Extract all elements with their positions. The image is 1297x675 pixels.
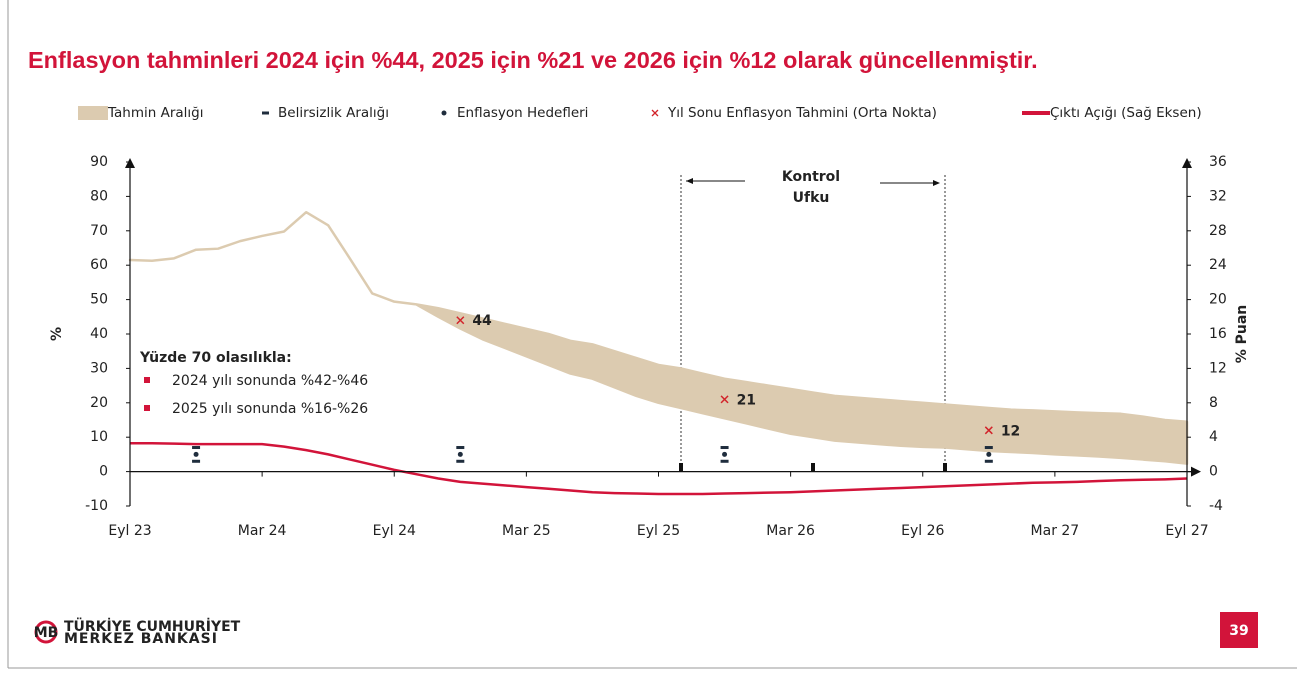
x-tick-label: Eyl 23 [108, 523, 151, 539]
legend-label: Tahmin Aralığı [107, 105, 203, 121]
uncertainty-bottom [192, 459, 201, 463]
y-tick-label: 70 [90, 223, 108, 239]
y-tick-label: 50 [90, 292, 108, 308]
y-tick-label: 10 [90, 429, 108, 445]
x-tick-label: Eyl 24 [373, 523, 416, 539]
logo-mark: MB [34, 625, 59, 641]
legend-label: Belirsizlik Aralığı [278, 105, 389, 121]
x-tick-label: Mar 26 [766, 523, 815, 539]
y2-tick-label: -4 [1209, 498, 1223, 514]
footer-logo: MB TÜRKİYE CUMHURİYET MERKEZ BANKASI [34, 617, 241, 647]
uncertainty-top [456, 446, 465, 450]
x-tick-label: Mar 25 [502, 523, 551, 539]
uncertainty-top [720, 446, 729, 450]
legend-label: Yıl Sonu Enflasyon Tahmini (Orta Nokta) [667, 105, 937, 121]
y-tick-label: 30 [90, 360, 108, 376]
target-dot [722, 451, 728, 457]
data-label: 12 [1001, 423, 1020, 439]
legend-swatch [78, 106, 108, 120]
output-gap-line [130, 441, 1188, 496]
forecast-point [456, 316, 465, 325]
forecast-point [720, 395, 729, 404]
uncertainty-bottom [456, 459, 465, 463]
horizon-arrow [686, 178, 693, 184]
box-item: 2024 yılı sonunda %42-%46 [172, 373, 368, 389]
y-tick-label: -10 [85, 498, 108, 514]
uncertainty-top [984, 446, 993, 450]
horizon-tick [943, 463, 947, 471]
legend-swatch [262, 111, 269, 115]
y2-tick-label: 4 [1209, 429, 1218, 445]
y-tick-label: 90 [90, 154, 108, 170]
y2-tick-label: 0 [1209, 464, 1218, 480]
y-tick-label: 0 [99, 464, 108, 480]
y2-tick-label: 8 [1209, 395, 1218, 411]
uncertainty-top [192, 446, 201, 450]
y-tick-label: 20 [90, 395, 108, 411]
y-axis-label: % [49, 327, 65, 341]
legend-label: Çıktı Açığı (Sağ Eksen) [1050, 105, 1202, 121]
target-dot [457, 451, 463, 457]
x-tick-label: Eyl 25 [637, 523, 680, 539]
horizon-tick [811, 463, 815, 471]
y-tick-label: 80 [90, 188, 108, 204]
legend-swatch [651, 109, 659, 117]
chart: Kontrol Ufku Yüzde 70 olasılıkla: 2024 y… [139, 169, 947, 471]
y2-tick-label: 36 [1209, 154, 1227, 170]
x-axis-arrow [1191, 466, 1201, 477]
y2-axis-label: % Puan [1234, 305, 1250, 364]
y2-tick-label: 20 [1209, 292, 1227, 308]
y2-tick-label: 16 [1209, 326, 1227, 342]
box-bullet [144, 377, 150, 383]
logo [34, 620, 58, 644]
legend-label: Enflasyon Hedefleri [457, 105, 588, 121]
horizon-label: Ufku [793, 190, 830, 206]
target-dot [986, 451, 992, 457]
page-number: 39 [1229, 623, 1248, 639]
data-label: 21 [737, 392, 756, 408]
y2-tick-label: 28 [1209, 223, 1227, 239]
x-tick-label: Mar 24 [238, 523, 287, 539]
legend-swatch [441, 110, 447, 116]
box-title: Yüzde 70 olasılıkla: [139, 350, 292, 366]
y2-tick-label: 24 [1209, 257, 1227, 273]
target-dot [193, 451, 199, 457]
forecast-point [984, 426, 993, 435]
y2-tick-label: 32 [1209, 188, 1227, 204]
x-tick-label: Eyl 27 [1165, 523, 1208, 539]
horizon-arrow [933, 180, 940, 186]
data-label: 44 [472, 313, 492, 329]
y-tick-label: 40 [90, 326, 108, 342]
slide-title: Enflasyon tahminleri 2024 için %44, 2025… [28, 47, 1038, 73]
org-name: TÜRKİYE CUMHURİYET [64, 617, 241, 635]
y2-axis-arrow [1182, 158, 1192, 168]
y-axis-arrow [125, 158, 135, 168]
horizon-label: Kontrol [782, 169, 840, 185]
org-name: MERKEZ BANKASI [64, 631, 218, 647]
uncertainty-bottom [720, 459, 729, 463]
x-tick-label: Mar 27 [1031, 523, 1080, 539]
forecast-band [128, 210, 1189, 465]
x-tick-label: Eyl 26 [901, 523, 944, 539]
y2-tick-label: 12 [1209, 360, 1227, 376]
horizon-tick [679, 463, 683, 471]
y-tick-label: 60 [90, 257, 108, 273]
page-badge [1220, 612, 1258, 648]
box-bullet [144, 405, 150, 411]
box-item: 2025 yılı sonunda %16-%26 [172, 401, 368, 417]
uncertainty-bottom [984, 459, 993, 463]
